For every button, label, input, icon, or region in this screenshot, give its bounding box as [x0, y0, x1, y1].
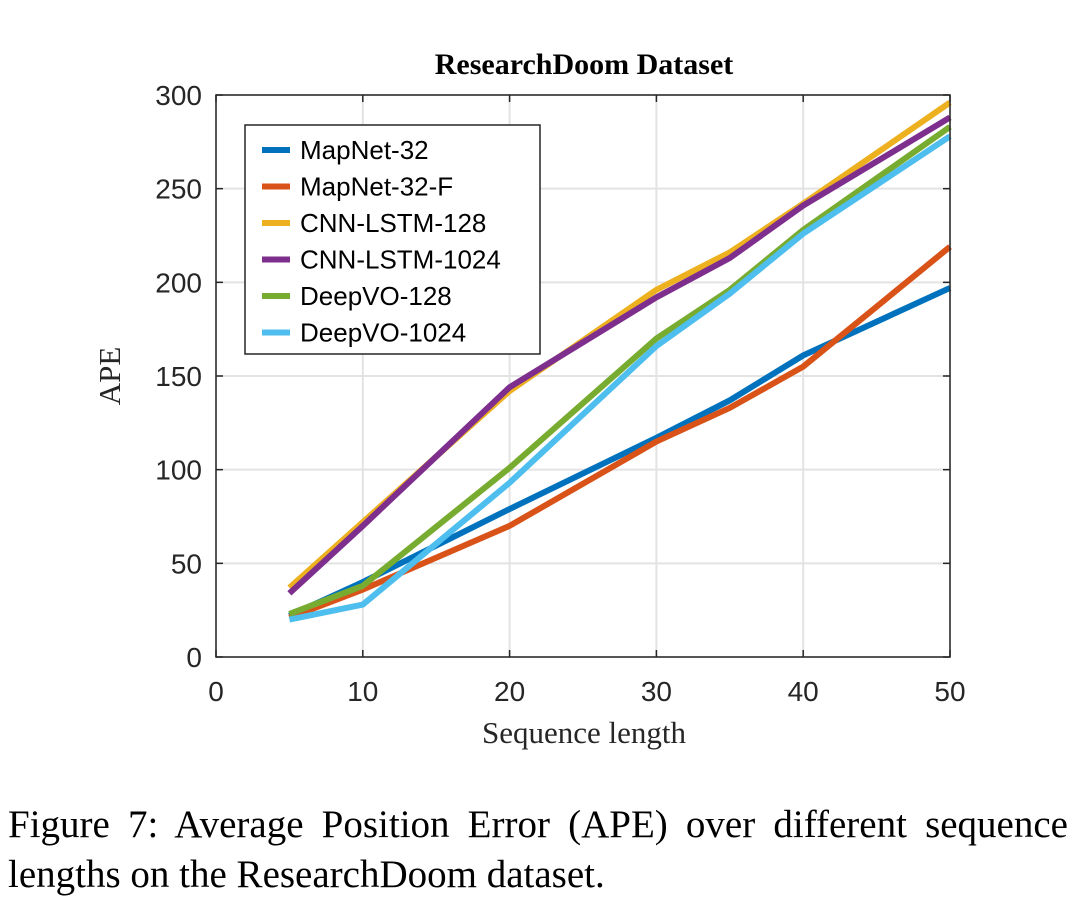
y-tick-label: 300 [155, 80, 202, 111]
series-lines [287, 100, 952, 623]
legend-label: MapNet-32 [300, 135, 429, 165]
legend-label: MapNet-32-F [300, 172, 453, 202]
y-tick-label: 100 [155, 455, 202, 486]
figure-caption: Figure 7: Average Position Error (APE) o… [8, 803, 1068, 896]
series-line-deepvo-128 [288, 124, 952, 617]
legend-label: DeepVO-128 [300, 281, 452, 311]
y-tick-label: 150 [155, 361, 202, 392]
y-tick-label: 200 [155, 267, 202, 298]
x-tick-label: 30 [641, 676, 672, 707]
y-axis-label: APE [92, 347, 127, 406]
series-line-deepvo-1024 [288, 133, 952, 623]
y-tick-label: 0 [186, 642, 202, 673]
y-tick-label: 50 [171, 548, 202, 579]
x-tick-label: 40 [788, 676, 819, 707]
series-line-mapnet-32-f [288, 244, 952, 621]
legend-label: CNN-LSTM-128 [300, 208, 486, 238]
legend-label: DeepVO-1024 [300, 318, 466, 348]
line-chart: 0 10 20 30 40 50 0 50 100 150 200 250 300 ResearchDo… [92, 48, 966, 750]
x-tick-label: 0 [208, 676, 224, 707]
legend-label: CNN-LSTM-1024 [300, 245, 501, 275]
legend: MapNet-32 MapNet-32-F CNN-LSTM-128 CNN-LSTM… [244, 124, 541, 355]
x-tick-label: 20 [494, 676, 525, 707]
y-tick-label: 250 [155, 174, 202, 205]
x-tick-label: 50 [934, 676, 965, 707]
tick-labels: 0 10 20 30 40 50 0 50 100 150 200 250 300 [155, 80, 965, 707]
x-axis-label: Sequence length [482, 715, 687, 750]
x-tick-label: 10 [347, 676, 378, 707]
chart-title: ResearchDoom Dataset [435, 48, 734, 81]
series-line-cnn-lstm-1024 [287, 114, 952, 596]
